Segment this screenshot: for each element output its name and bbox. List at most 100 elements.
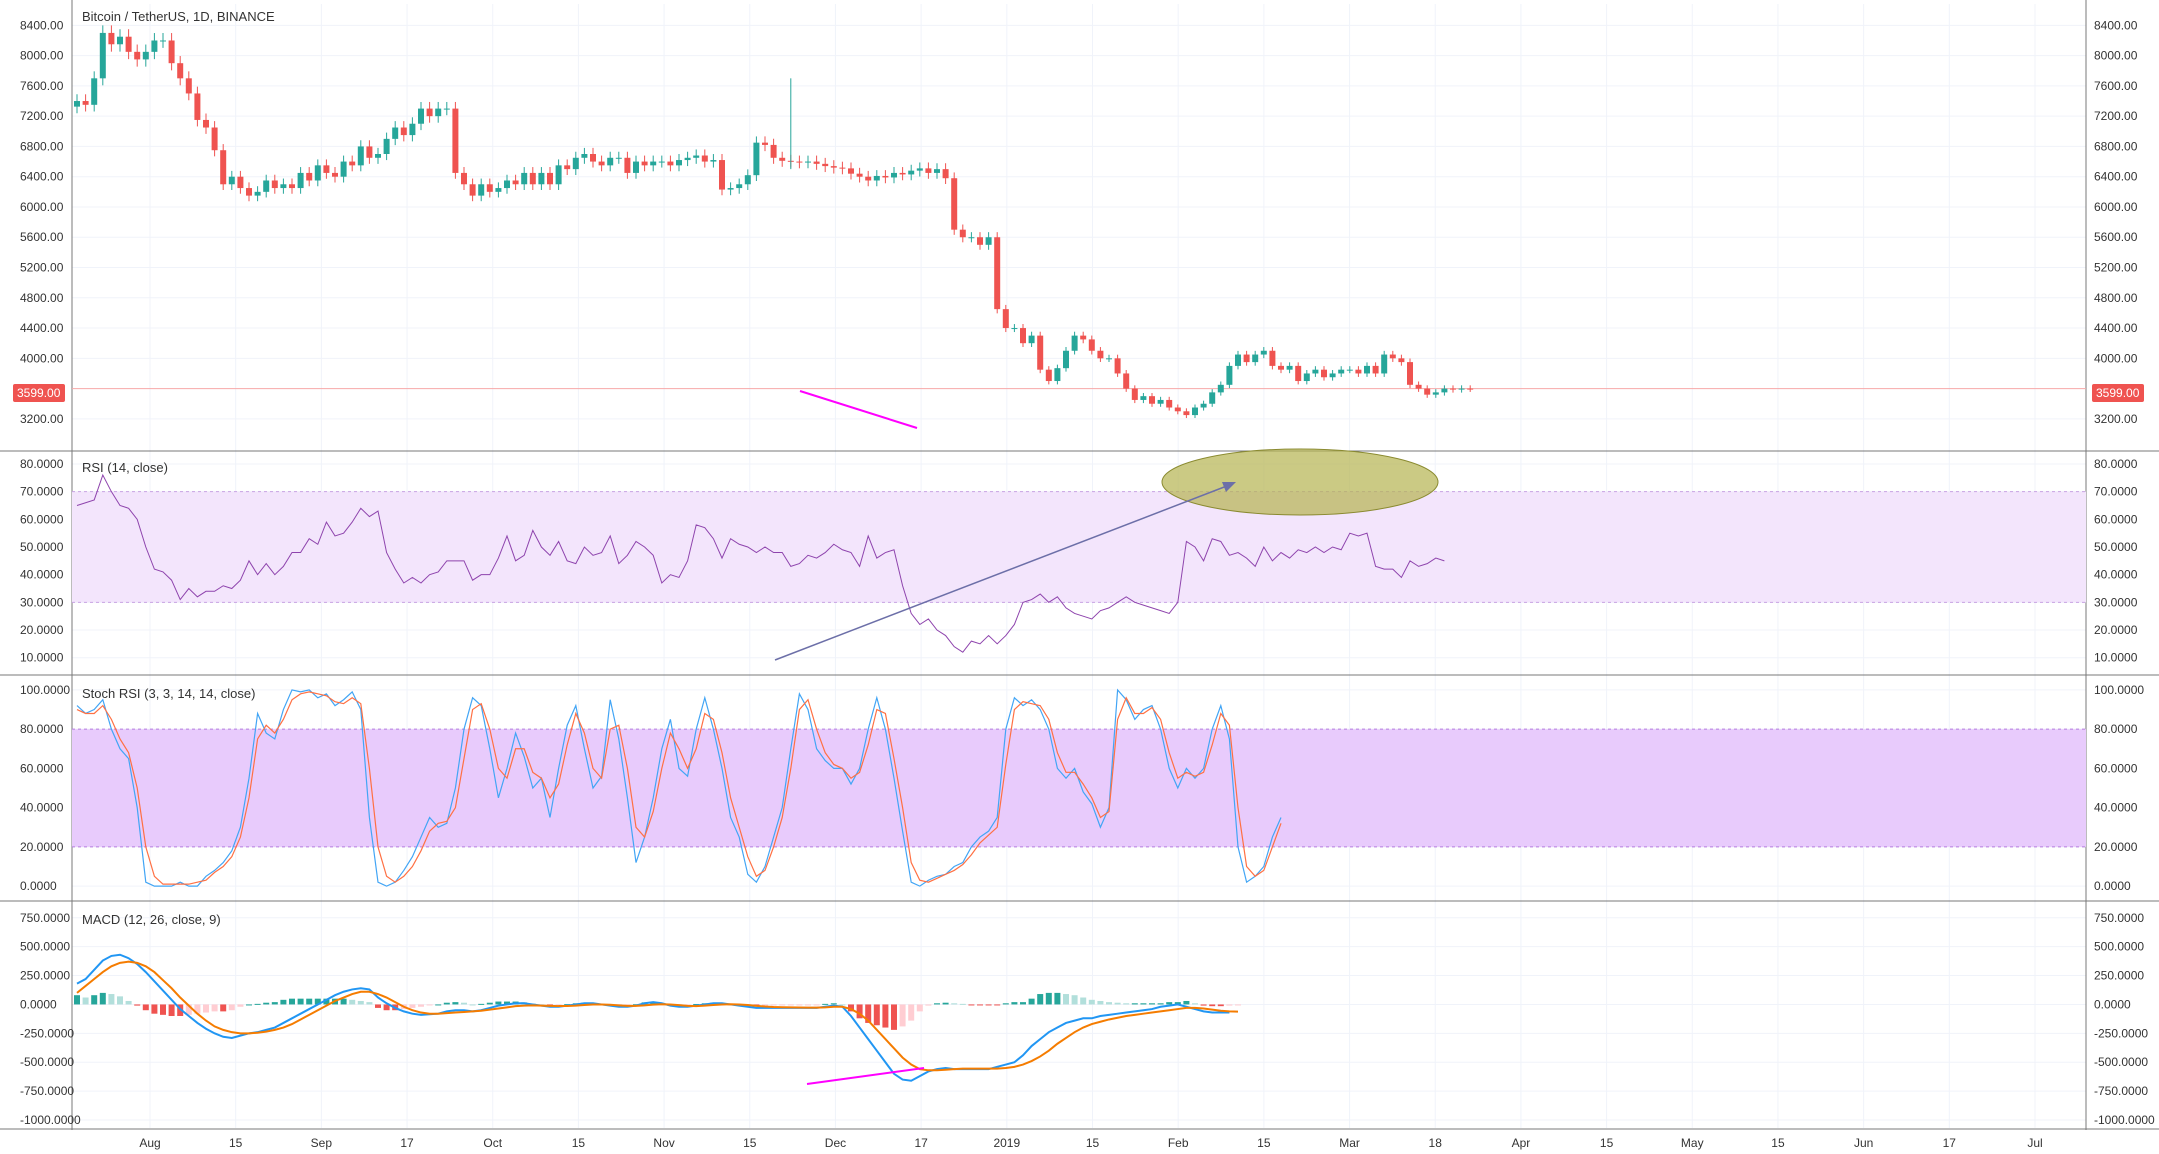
- macd-histogram-bar: [125, 1000, 132, 1005]
- candle-body: [521, 172, 528, 185]
- candle-body: [1278, 365, 1284, 370]
- left-axis-tick-label: 50.0000: [20, 540, 64, 554]
- candle-body: [1432, 392, 1439, 395]
- candle-body: [426, 108, 433, 117]
- candle-body: [254, 191, 261, 196]
- right-axis-tick-label: 5600.00: [2094, 230, 2138, 244]
- macd-histogram-bar: [263, 1002, 270, 1005]
- candle-body: [1260, 350, 1267, 355]
- candle-body: [753, 142, 760, 176]
- macd-histogram-bar: [848, 1004, 854, 1012]
- macd-histogram-bar: [1174, 1002, 1181, 1005]
- candle-body: [366, 146, 373, 158]
- candle-body: [658, 161, 665, 163]
- candle-body: [280, 184, 287, 189]
- time-tick-label: 15: [1771, 1136, 1785, 1150]
- candle-body: [495, 188, 502, 192]
- candle-body: [1123, 373, 1130, 389]
- left-axis-tick-label: -750.0000: [20, 1084, 74, 1098]
- left-axis-tick-label: 40.0000: [20, 801, 64, 815]
- candle-body: [409, 123, 416, 136]
- macd-histogram-bar: [185, 1004, 192, 1015]
- time-tick-label: 17: [914, 1136, 928, 1150]
- candle-body: [1355, 369, 1362, 374]
- time-tick-label: Nov: [653, 1136, 674, 1150]
- macd-histogram-bar: [968, 1004, 975, 1006]
- right-axis-tick-label: 20.0000: [2094, 840, 2138, 854]
- candle-body: [1441, 388, 1448, 393]
- candle-body: [1269, 350, 1276, 366]
- macd-histogram-bar: [340, 998, 347, 1005]
- candle-body: [1235, 354, 1241, 366]
- macd-histogram-bar: [1063, 994, 1069, 1005]
- macd-histogram-bar: [203, 1004, 209, 1013]
- candle-body: [873, 175, 880, 181]
- left-axis-tick-label: 5600.00: [20, 230, 64, 244]
- candle-body: [314, 165, 321, 181]
- macd-histogram-bar: [994, 1004, 1001, 1006]
- macd-histogram-bar: [160, 1004, 166, 1015]
- left-axis-tick-label: 30.0000: [20, 595, 64, 609]
- macd-histogram-bar: [1045, 992, 1052, 1005]
- candle-body: [899, 172, 906, 175]
- candle-body: [908, 170, 915, 175]
- macd-histogram-bar: [813, 1004, 820, 1006]
- time-tick-label: 15: [1086, 1136, 1100, 1150]
- candle-body: [1028, 335, 1035, 344]
- candle-body: [194, 93, 201, 120]
- left-axis-tick-label: 40.0000: [20, 568, 64, 582]
- candle-body: [547, 172, 553, 185]
- macd-histogram-bar: [865, 1004, 872, 1023]
- right-axis-tick-label: 8400.00: [2094, 18, 2138, 32]
- candle-body: [1063, 350, 1069, 369]
- candle-body: [1080, 335, 1087, 340]
- candle-body: [435, 108, 442, 117]
- candle-body: [134, 51, 141, 60]
- macd-histogram-bar: [1200, 1004, 1207, 1006]
- macd-histogram-bar: [925, 1004, 932, 1006]
- macd-histogram-bar: [478, 1003, 485, 1005]
- candle-body: [916, 168, 923, 171]
- candle-body: [486, 184, 493, 192]
- right-axis-tick-label: 4400.00: [2094, 321, 2138, 335]
- candle-body: [796, 161, 803, 163]
- candle-body: [1398, 358, 1405, 363]
- left-axis-tick-label: 7600.00: [20, 79, 64, 93]
- candle-body: [1346, 369, 1353, 371]
- macd-histogram-bar: [495, 1001, 502, 1005]
- left-axis-tick-label: 8000.00: [20, 49, 64, 63]
- macd-histogram-bar: [977, 1004, 983, 1006]
- macd-histogram-bar: [959, 1003, 966, 1005]
- macd-histogram-bar: [409, 1004, 416, 1008]
- macd-histogram-bar: [452, 1002, 459, 1005]
- left-axis-tick-label: 80.0000: [20, 457, 64, 471]
- candle-body: [770, 144, 777, 158]
- time-tick-label: Jul: [2027, 1136, 2042, 1150]
- left-axis-tick-label: 20.0000: [20, 840, 64, 854]
- right-axis-tick-label: 60.0000: [2094, 761, 2138, 775]
- candle-body: [271, 180, 278, 189]
- macd-histogram-bar: [899, 1004, 906, 1027]
- macd-histogram-bar: [1028, 998, 1035, 1005]
- macd-histogram-bar: [693, 1003, 700, 1005]
- macd-signal-line: [76, 960, 1239, 1072]
- time-tick-label: 15: [1600, 1136, 1614, 1150]
- macd-histogram-bar: [1020, 1002, 1026, 1005]
- candle-body: [848, 168, 854, 174]
- candle-body: [977, 237, 983, 245]
- macd-histogram-bar: [443, 1002, 450, 1005]
- candle-body: [925, 168, 932, 173]
- macd-histogram-bar: [650, 1001, 657, 1005]
- macd-histogram-bar: [314, 998, 321, 1005]
- macd-histogram-bar: [435, 1004, 442, 1006]
- candle-body: [1174, 407, 1181, 412]
- time-tick-label: Mar: [1339, 1136, 1360, 1150]
- left-axis-tick-label: 4800.00: [20, 291, 64, 305]
- macd-histogram-bar: [796, 1004, 803, 1006]
- time-tick-label: May: [1681, 1136, 1704, 1150]
- macd-histogram-bar: [839, 1004, 846, 1006]
- last-price-tag-right-text: 3599.00: [2096, 386, 2140, 400]
- candle-body: [323, 165, 330, 173]
- macd-histogram-bar: [349, 999, 356, 1005]
